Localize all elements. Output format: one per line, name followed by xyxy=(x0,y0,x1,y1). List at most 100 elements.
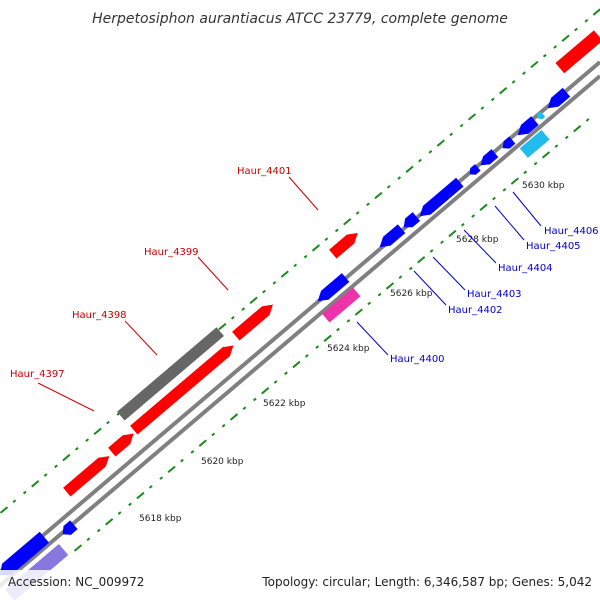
tick-label-5620: 5620 kbp xyxy=(201,457,244,467)
outer-tick-mark xyxy=(262,289,266,294)
outer-tick-mark xyxy=(467,113,477,121)
gene-label-haur-4402[interactable]: Haur_4402 xyxy=(448,305,503,316)
inner-tick-mark xyxy=(198,439,207,447)
outer-tick-mark xyxy=(12,499,17,504)
gene-label-haur-4400[interactable]: Haur_4400 xyxy=(390,354,445,365)
gene-small-cyan[interactable] xyxy=(536,111,546,120)
gene-haur-4399[interactable] xyxy=(232,301,276,341)
outer-tick-mark xyxy=(54,464,58,469)
inner-tick-mark xyxy=(502,188,507,192)
gene-haur-4405[interactable] xyxy=(478,149,499,169)
gene-label-haur-4399[interactable]: Haur_4399 xyxy=(144,247,199,258)
tick-label-5624: 5624 kbp xyxy=(327,344,370,354)
gene-small-1[interactable] xyxy=(467,164,481,177)
inner-tick-mark xyxy=(346,319,351,323)
gene-small-2[interactable] xyxy=(500,136,516,152)
inner-tick-mark xyxy=(105,518,114,526)
outer-tick-mark xyxy=(592,8,600,16)
gene-haur-4402[interactable] xyxy=(376,224,406,252)
outer-tick-mark xyxy=(530,60,539,69)
outer-tick-mark xyxy=(499,87,508,95)
inner-tick-mark xyxy=(96,528,101,533)
outer-tick-mark xyxy=(249,296,258,304)
outer-tick-mark xyxy=(303,254,308,259)
inner-tick-mark xyxy=(190,450,195,454)
gene-haur-4400[interactable] xyxy=(322,287,361,323)
inner-tick-mark xyxy=(242,406,247,411)
outer-tick-mark xyxy=(428,150,433,154)
inner-tick-mark xyxy=(211,432,216,437)
outer-tick-mark xyxy=(561,34,570,42)
outer-tick-mark xyxy=(553,45,558,49)
gene-haur-4398-gray[interactable] xyxy=(117,327,224,421)
outer-tick-mark xyxy=(0,506,9,514)
outer-tick-mark xyxy=(584,18,589,23)
inner-tick-mark xyxy=(585,118,590,122)
gene-label-haur-4401[interactable]: Haur_4401 xyxy=(237,166,292,177)
tick-label-5630: 5630 kbp xyxy=(522,181,565,191)
inner-tick-mark xyxy=(136,491,145,500)
outer-tick-mark xyxy=(74,447,79,451)
gene-haur-4401[interactable] xyxy=(329,229,361,259)
outer-tick-mark xyxy=(480,106,485,110)
outer-tick-mark xyxy=(459,123,464,128)
gene-haur-4400-blue[interactable] xyxy=(314,273,350,305)
outer-tick-mark xyxy=(324,237,329,241)
gene-haur-4397[interactable] xyxy=(63,452,112,497)
outer-tick-mark xyxy=(343,218,352,226)
gene-haur-4406[interactable] xyxy=(519,129,550,158)
outer-tick-mark xyxy=(366,202,370,207)
inner-tick-mark xyxy=(261,387,270,395)
gene-label-haur-4397[interactable]: Haur_4397 xyxy=(10,369,65,380)
gene-haur-4403[interactable] xyxy=(400,212,421,231)
gene-haur-4404[interactable] xyxy=(416,177,464,220)
map-title: Herpetosiphon aurantiacus ATCC 23779, co… xyxy=(92,11,508,27)
outer-tick-mark xyxy=(490,97,495,102)
outer-tick-mark xyxy=(43,473,48,477)
inner-tick-mark xyxy=(128,502,132,507)
inner-tick-mark xyxy=(554,144,559,148)
outer-tick-mark xyxy=(106,420,110,425)
inner-tick-mark xyxy=(73,544,83,552)
outer-tick-mark xyxy=(293,263,298,268)
gene-label-haur-4403[interactable]: Haur_4403 xyxy=(467,289,522,300)
tick-label-5628: 5628 kbp xyxy=(456,235,499,245)
outer-tick-mark xyxy=(418,158,422,163)
gene-bottom-blue-2[interactable] xyxy=(59,520,78,538)
outer-tick-mark xyxy=(272,281,277,285)
outer-tick-mark xyxy=(405,165,414,173)
inner-tick-mark xyxy=(385,282,395,290)
gene-top-right-red[interactable] xyxy=(555,30,600,74)
outer-tick-mark xyxy=(542,53,547,58)
outer-tick-mark xyxy=(511,80,516,84)
gene-label-haur-4404[interactable]: Haur_4404 xyxy=(498,263,553,274)
inner-tick-mark xyxy=(354,308,363,316)
gene-small-3[interactable] xyxy=(514,116,539,140)
outer-tick-mark xyxy=(22,490,27,495)
outer-tick-mark xyxy=(280,270,289,278)
outer-tick-mark xyxy=(386,184,391,189)
outer-tick-mark xyxy=(397,176,402,180)
genome-backbone xyxy=(0,60,600,589)
inner-tick-mark xyxy=(229,413,239,421)
inner-tick-mark xyxy=(117,511,122,515)
gene-haur-4398[interactable] xyxy=(130,342,236,435)
tick-label-5626: 5626 kbp xyxy=(390,289,433,299)
gene-label-haur-4398[interactable]: Haur_4398 xyxy=(72,310,127,321)
inner-tick-mark xyxy=(533,161,538,166)
outer-tick-mark xyxy=(574,27,578,32)
inner-tick-mark xyxy=(523,170,528,175)
gene-small-4[interactable] xyxy=(544,87,571,112)
inner-tick-mark xyxy=(180,458,184,463)
inner-tick-mark xyxy=(541,151,551,159)
inner-tick-mark xyxy=(315,345,320,349)
outer-tick-mark xyxy=(334,228,339,233)
inner-tick-mark xyxy=(284,371,288,376)
inner-tick-mark xyxy=(336,327,340,332)
gene-haur-4397b[interactable] xyxy=(108,430,136,457)
footer-background xyxy=(0,570,600,600)
gene-label-haur-4406[interactable]: Haur_4406 xyxy=(544,226,599,237)
outer-tick-mark xyxy=(31,480,40,488)
gene-label-haur-4405[interactable]: Haur_4405 xyxy=(526,241,581,252)
inner-tick-mark xyxy=(367,301,372,306)
